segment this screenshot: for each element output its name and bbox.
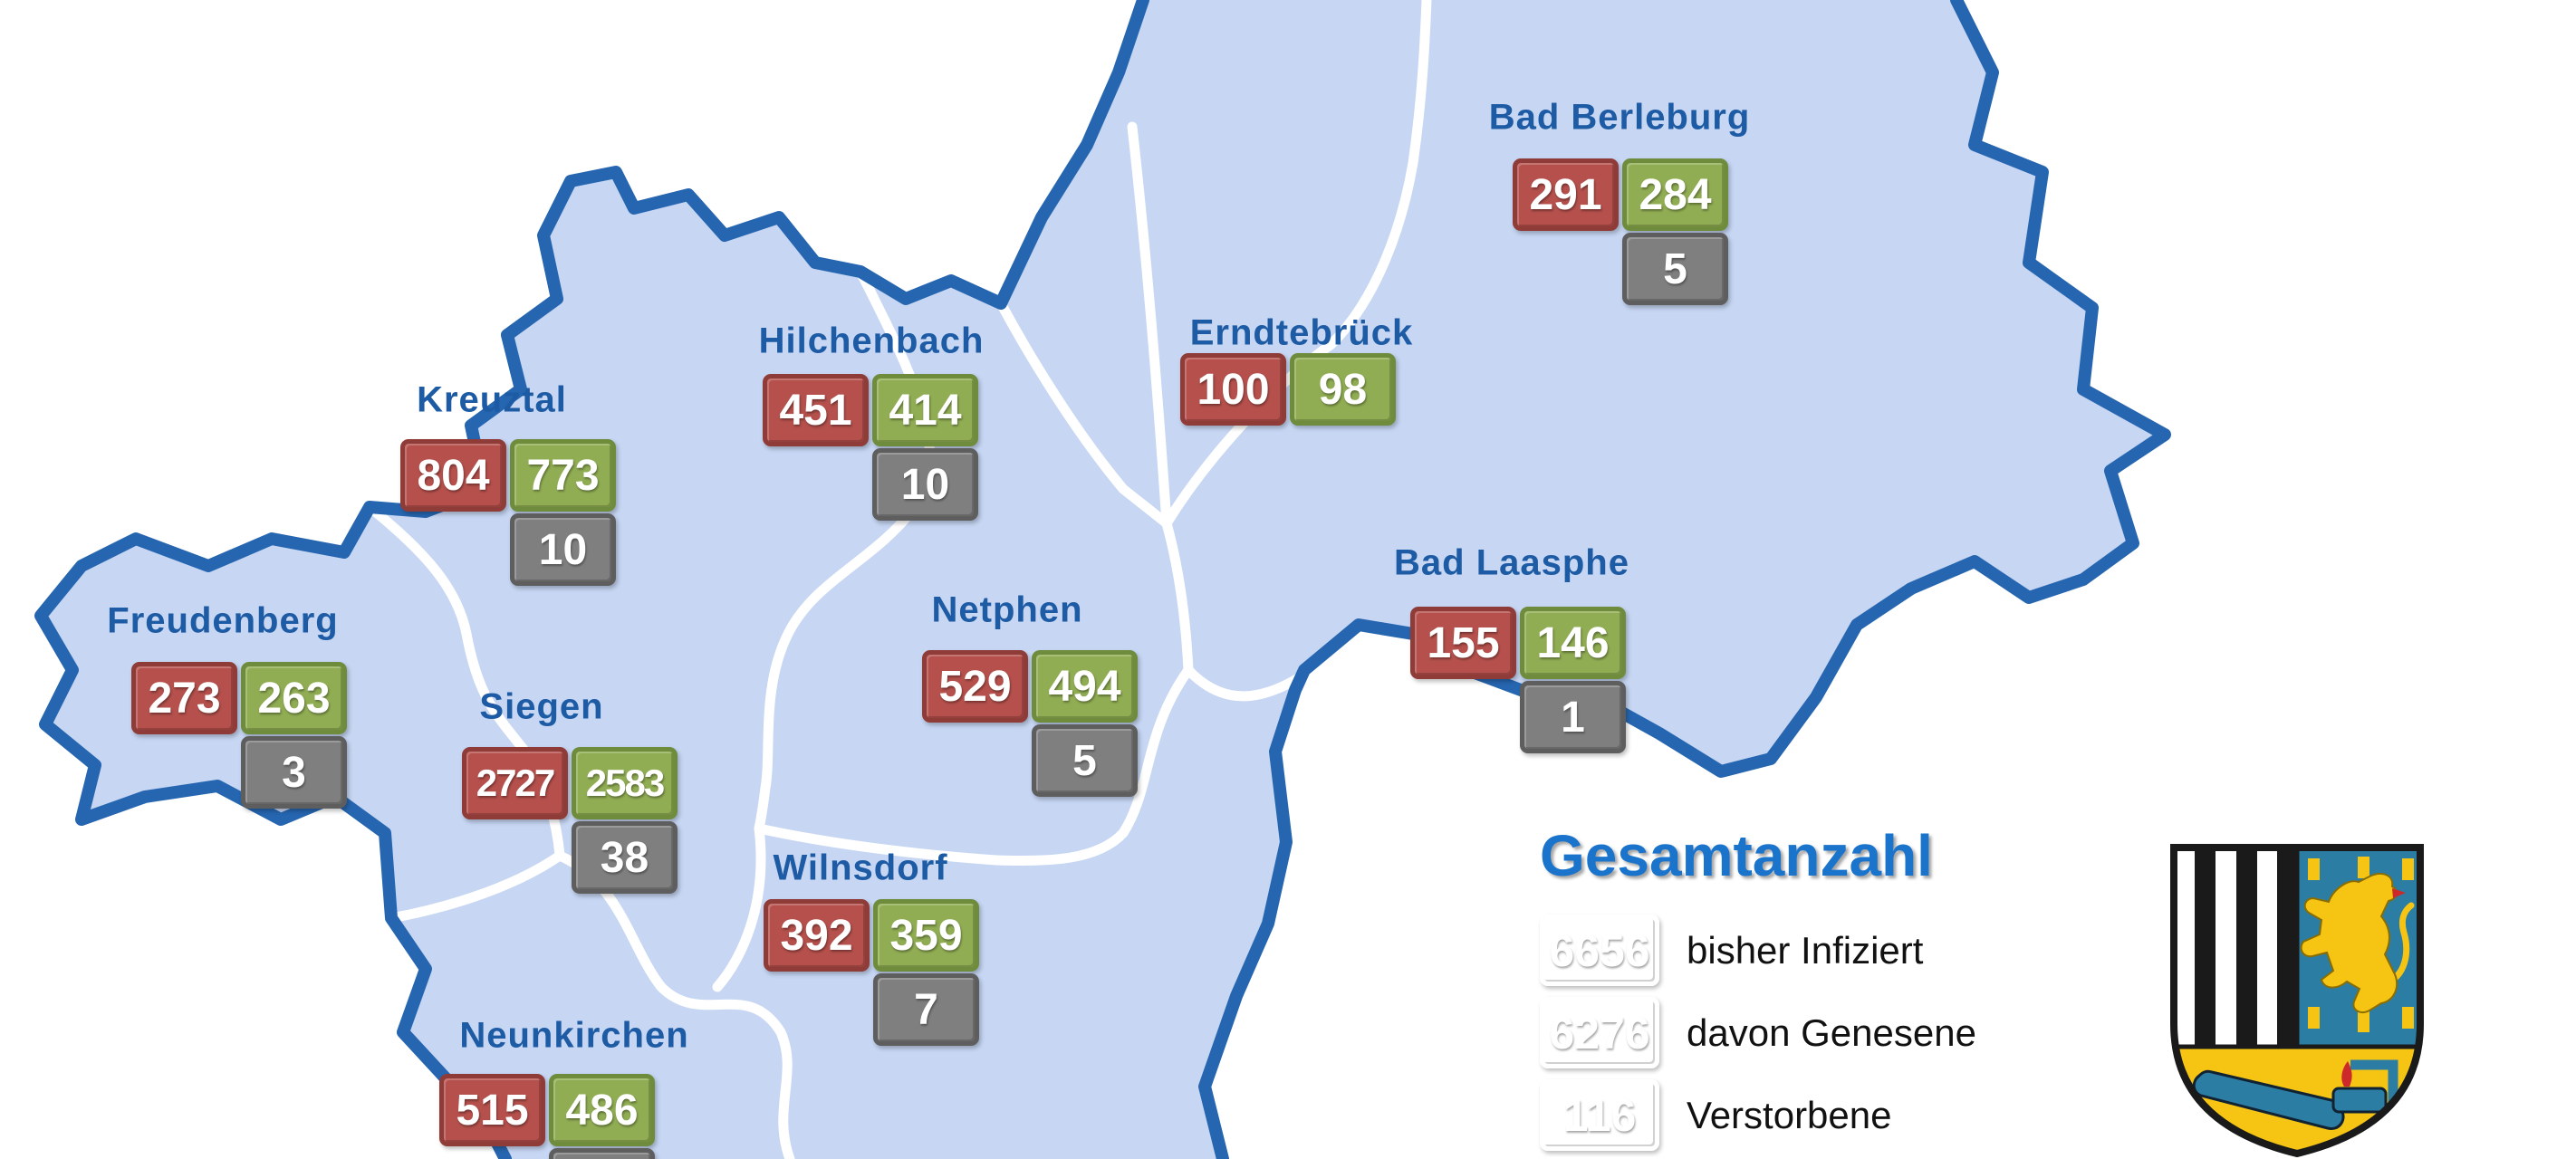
infected-badge-hilchenbach: 451 — [763, 374, 869, 446]
infected-badge-netphen: 529 — [922, 650, 1028, 723]
municipality-name-bad-berleburg: Bad Berleburg — [1488, 97, 1751, 138]
municipality-name-erndtebrueck: Erndtebrück — [1189, 312, 1414, 353]
municipality-name-netphen: Netphen — [931, 589, 1083, 630]
legend-rows: 6656 bisher Infiziert 6276 davon Genesen… — [1540, 915, 2174, 1151]
deceased-badge-siegen: 38 — [572, 821, 678, 894]
infected-badge-wilnsdorf: 392 — [764, 899, 870, 972]
deceased-total-badge: 116 — [1540, 1079, 1659, 1151]
legend-title: Gesamtanzahl — [1540, 823, 1933, 888]
recovered-badge-kreuztal: 773 — [510, 439, 616, 512]
coat-of-arms — [2170, 844, 2424, 1158]
legend-row-recovered: 6276 davon Genesene — [1540, 997, 2174, 1068]
recovered-badge-wilnsdorf: 359 — [873, 899, 979, 972]
infected-badge-freudenberg: 273 — [131, 662, 237, 734]
shield-outline — [2170, 844, 2424, 1158]
municipality-name-freudenberg: Freudenberg — [107, 600, 339, 641]
infected-badge-neunkirchen: 515 — [439, 1074, 545, 1146]
lion-tongue — [2392, 888, 2406, 898]
legend-row-infected: 6656 bisher Infiziert — [1540, 915, 2174, 986]
deceased-badge-hilchenbach: 10 — [872, 448, 978, 521]
recovered-total-badge: 6276 — [1540, 997, 1659, 1068]
municipality-name-neunkirchen: Neunkirchen — [459, 1015, 689, 1056]
recovered-badge-hilchenbach: 414 — [872, 374, 978, 446]
deceased-badge-bad-berleburg: 5 — [1622, 233, 1728, 305]
infected-badge-kreuztal: 804 — [400, 439, 506, 512]
deceased-badge-bad-laasphe: 1 — [1520, 681, 1626, 753]
shield-pales-field — [2174, 848, 2297, 1047]
deceased-badge-freudenberg: 3 — [241, 736, 347, 809]
recovered-badge-siegen: 2583 — [572, 747, 678, 819]
recovered-total-label: davon Genesene — [1687, 1011, 1976, 1054]
recovered-badge-neunkirchen: 486 — [549, 1074, 655, 1146]
deceased-badge-netphen: 5 — [1032, 724, 1138, 797]
infected-badge-siegen: 2727 — [462, 747, 568, 819]
infected-badge-bad-berleburg: 291 — [1513, 158, 1619, 231]
recovered-badge-freudenberg: 263 — [241, 662, 347, 734]
recovered-badge-bad-laasphe: 146 — [1520, 607, 1626, 679]
recovered-badge-netphen: 494 — [1032, 650, 1138, 723]
infected-badge-erndtebrueck: 100 — [1180, 353, 1286, 426]
recovered-badge-bad-berleburg: 284 — [1622, 158, 1728, 231]
infected-total-label: bisher Infiziert — [1687, 928, 1924, 972]
deceased-total-label: Verstorbene — [1687, 1093, 1892, 1136]
municipality-name-bad-laasphe: Bad Laasphe — [1394, 542, 1629, 583]
deceased-badge-kreuztal: 10 — [510, 513, 616, 586]
deceased-badge-neunkirchen — [549, 1148, 655, 1159]
recovered-badge-erndtebrueck: 98 — [1290, 353, 1396, 426]
miners-lamp-icon — [2331, 1059, 2398, 1114]
legend-row-deceased: 116 Verstorbene — [1540, 1079, 2174, 1151]
district-outline-east — [1198, 0, 2171, 1159]
lion-figure — [2300, 857, 2415, 1032]
municipality-name-wilnsdorf: Wilnsdorf — [773, 848, 948, 888]
legend: Gesamtanzahl 6656 bisher Infiziert 6276 … — [1540, 822, 2174, 1151]
infected-total-badge: 6656 — [1540, 915, 1659, 986]
municipality-name-hilchenbach: Hilchenbach — [758, 321, 985, 361]
lamp-flame — [2341, 1061, 2352, 1087]
municipality-name-kreuztal: Kreuztal — [417, 379, 567, 420]
deceased-badge-wilnsdorf: 7 — [873, 973, 979, 1046]
municipality-name-siegen: Siegen — [479, 686, 604, 727]
infected-badge-bad-laasphe: 155 — [1410, 607, 1516, 679]
